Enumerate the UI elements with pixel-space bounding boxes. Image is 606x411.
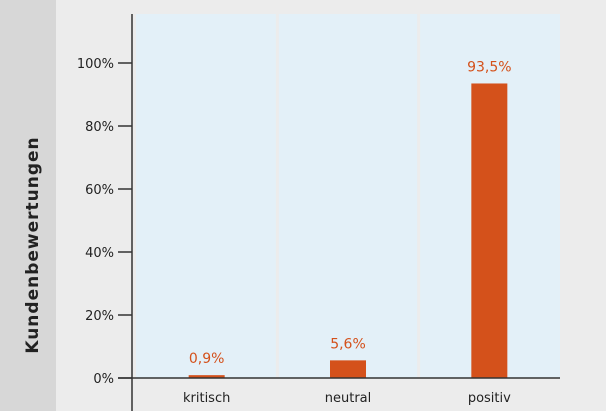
bar-positiv [471, 83, 508, 378]
bar-kritisch [188, 375, 225, 378]
y-tick-label-60: 60% [85, 183, 114, 198]
x-tick-label-positiv: positiv [468, 391, 511, 406]
y-tick-label-20: 20% [85, 309, 114, 324]
y-tick-label-100: 100% [77, 57, 114, 72]
x-tick-label-kritisch: kritisch [183, 391, 230, 406]
y-axis-label-panel [0, 0, 56, 411]
y-tick-label-80: 80% [85, 120, 114, 135]
bar-neutral [330, 360, 366, 378]
y-axis-label: Kundenbewertungen [23, 136, 43, 353]
y-tick-label-40: 40% [85, 246, 114, 261]
value-label-neutral: 5,6% [330, 336, 366, 352]
category-band-neutral [278, 14, 418, 378]
x-tick-label-neutral: neutral [325, 391, 372, 406]
y-tick-label-0: 0% [93, 372, 114, 387]
category-band-kritisch [136, 14, 276, 378]
value-label-positiv: 93,5% [467, 59, 511, 75]
value-label-kritisch: 0,9% [189, 351, 225, 367]
